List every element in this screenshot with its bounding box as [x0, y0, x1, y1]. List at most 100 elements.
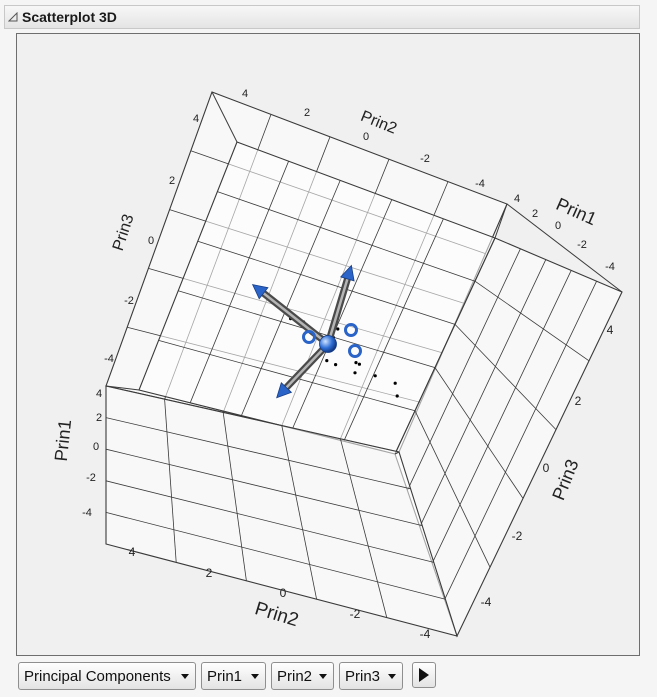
arrow-head-icon [276, 381, 293, 399]
tick-label: -2 [512, 529, 523, 543]
grid-line [431, 270, 572, 564]
ray-prin2 [324, 264, 355, 348]
grid-line [474, 280, 590, 362]
tick-label: -2 [86, 472, 96, 484]
arrow-right-icon [419, 668, 429, 682]
grid-line [105, 512, 446, 600]
data-point [395, 394, 399, 398]
grid-line [414, 410, 491, 568]
grid-line [454, 324, 557, 430]
grid-line [105, 385, 140, 391]
tick-label: 0 [363, 131, 369, 143]
chevron-down-icon [251, 673, 259, 679]
tick-label: -2 [124, 295, 134, 307]
arrow-head-icon [339, 264, 355, 282]
data-point [334, 363, 338, 367]
axis-label: Prin2 [252, 598, 301, 631]
axis-label: Prin3 [548, 457, 582, 503]
grid-line [281, 425, 317, 600]
tick-label: 4 [129, 545, 136, 559]
tick-label: 4 [96, 388, 102, 400]
tick-label: -2 [420, 153, 430, 165]
grid-line [444, 281, 597, 600]
bottom-face [105, 385, 458, 637]
tick-label: 2 [304, 107, 310, 119]
tick-labels: 420-2-4420-2-4420-2-4420-2-4420-2-4420-2… [82, 88, 615, 641]
tick-label: 4 [193, 113, 199, 125]
x-axis-dropdown-label: Prin1 [207, 667, 243, 685]
data-point [373, 374, 377, 378]
biplot-rays[interactable] [251, 264, 362, 399]
tick-label: 2 [532, 208, 538, 220]
grid-line [419, 259, 547, 527]
tick-label: 2 [96, 412, 102, 424]
grid-line [105, 480, 434, 563]
tick-label: 0 [555, 220, 561, 232]
x-axis-dropdown[interactable]: Prin1 [201, 662, 266, 690]
grid-line [164, 399, 177, 563]
tick-label: -4 [475, 178, 485, 190]
center-ball [319, 335, 337, 353]
grid-line [189, 161, 289, 403]
ray-highlight [326, 276, 350, 345]
triangle-collapse-icon[interactable] [6, 10, 20, 24]
data-point [325, 359, 329, 363]
ray-highlight [284, 343, 329, 390]
data-point [357, 362, 361, 366]
data-point [393, 381, 397, 385]
tick-label: 0 [93, 441, 99, 453]
rotation-handle [344, 323, 358, 337]
chevron-down-icon [388, 673, 396, 679]
tick-label: 0 [543, 461, 550, 475]
grid-line [241, 180, 341, 416]
tick-label: -4 [420, 627, 431, 641]
z-axis-dropdown[interactable]: Prin3 [339, 662, 403, 690]
data-point [353, 371, 357, 375]
tick-label: 4 [242, 88, 248, 100]
report-title: Scatterplot 3D [22, 9, 117, 25]
grid-line [340, 438, 388, 618]
ray-prin1 [251, 284, 332, 348]
tick-label: 2 [575, 394, 582, 408]
tick-label: -2 [350, 607, 361, 621]
next-variables-button[interactable] [412, 662, 436, 688]
tick-label: 4 [514, 193, 520, 205]
tick-label: 4 [607, 323, 614, 337]
grid-line [217, 191, 476, 282]
axis-label: Prin1 [51, 418, 75, 462]
axis-controls: Principal Components Prin1 Prin2 Prin3 [18, 661, 436, 691]
ray-prin3 [276, 340, 332, 399]
grid-line [222, 412, 247, 581]
grid-line [506, 203, 623, 293]
grid-line [158, 340, 416, 412]
grid [105, 91, 623, 638]
tick-label: -4 [104, 353, 114, 365]
grid-line [494, 203, 508, 239]
data-point [336, 327, 340, 331]
grid-line [211, 91, 238, 143]
tick-label: -4 [605, 261, 615, 273]
grid-line [105, 417, 411, 490]
tick-label: -2 [577, 239, 587, 251]
z-axis-dropdown-label: Prin3 [345, 667, 381, 685]
tick-label: -4 [82, 507, 92, 519]
projection-dropdown[interactable]: Principal Components [18, 662, 196, 690]
rotation-handle [348, 344, 362, 358]
y-axis-dropdown[interactable]: Prin2 [271, 662, 334, 690]
tick-label: 0 [148, 235, 154, 247]
grid-line [105, 448, 423, 526]
grid-line [197, 240, 456, 325]
axis-label: Prin3 [110, 212, 138, 253]
grid-line [407, 248, 521, 491]
grid-line [434, 367, 524, 499]
tick-label: -4 [481, 595, 492, 609]
chevron-down-icon [319, 673, 327, 679]
report-header: Scatterplot 3D [4, 5, 640, 29]
grid-line [394, 451, 400, 455]
scatterplot-3d-frame[interactable]: 4 2 0 -2 -4 4 2 0 -2 -4 4 2 0 -2 -4 4 2 0 -2 -4 4 2 0 -2 -4 4 2 0 -2… [16, 33, 640, 656]
data-point [354, 361, 358, 365]
rotation-handle [302, 330, 316, 344]
grid-line [292, 199, 393, 429]
tick-label: 2 [206, 566, 213, 580]
scatterplot-3d-canvas[interactable]: 420-2-4420-2-4420-2-4420-2-4420-2-4420-2… [17, 34, 640, 656]
